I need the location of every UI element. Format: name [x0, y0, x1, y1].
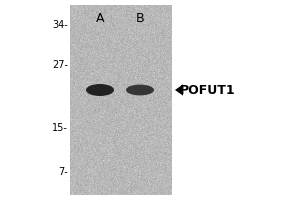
Bar	[70, 5, 172, 195]
Text: B: B	[136, 12, 144, 25]
Ellipse shape	[86, 84, 114, 96]
Polygon shape	[175, 84, 183, 96]
Text: A: A	[96, 12, 104, 25]
Text: 27-: 27-	[52, 60, 68, 70]
Text: 15-: 15-	[52, 123, 68, 133]
Text: 7-: 7-	[58, 167, 68, 177]
Ellipse shape	[126, 85, 154, 95]
Text: 34-: 34-	[52, 20, 68, 30]
Text: POFUT1: POFUT1	[180, 84, 236, 97]
